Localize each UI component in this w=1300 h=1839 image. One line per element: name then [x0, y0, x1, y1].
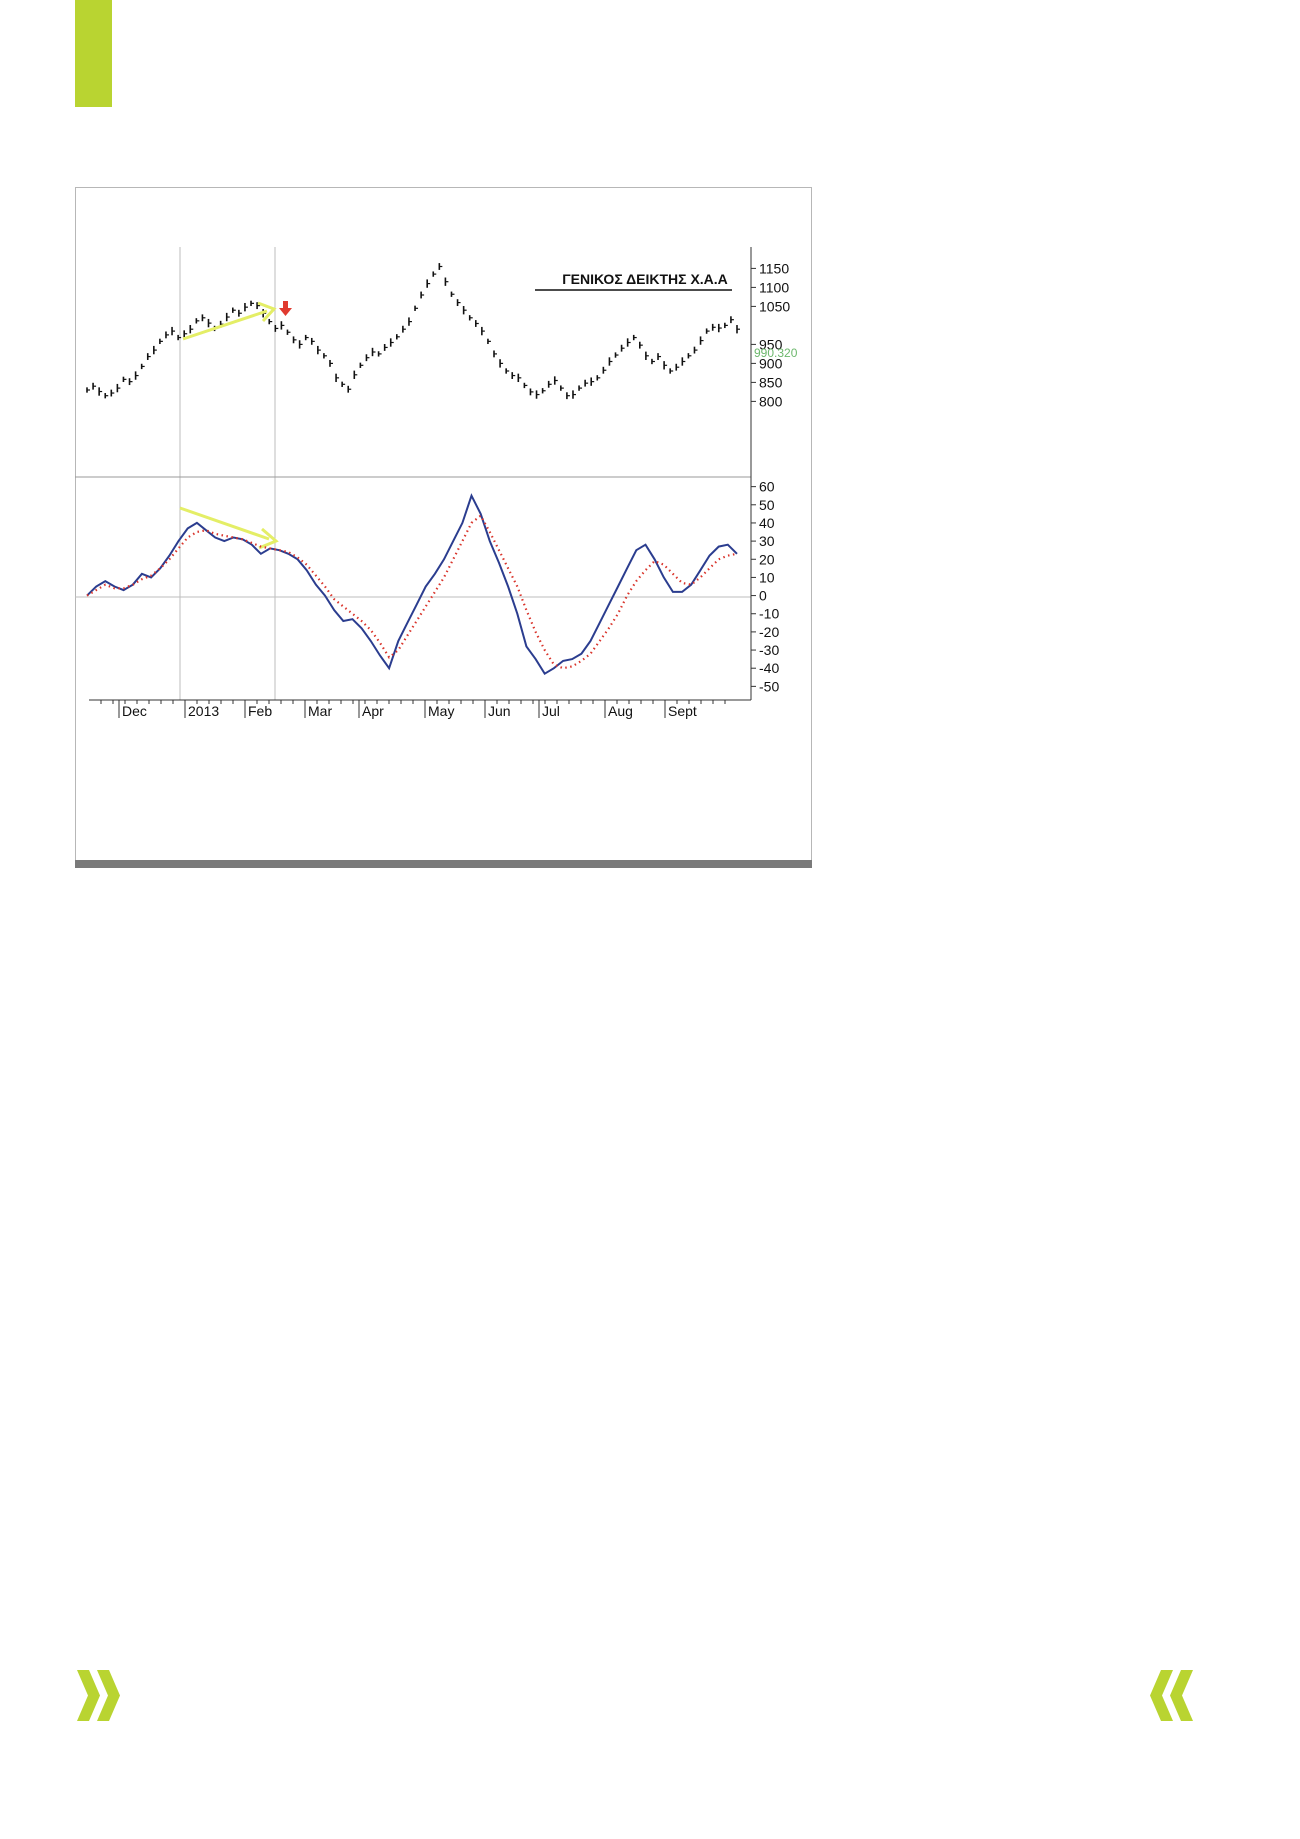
x-tick-label: Jul [542, 703, 560, 719]
price-y-ticks: 1150 1100 1050 950 900 850 800 [751, 260, 790, 409]
oscillator-y-tick-label: 60 [759, 479, 775, 495]
oscillator-y-tick-label: 20 [759, 551, 775, 567]
oscillator-y-tick-label: -30 [759, 642, 779, 658]
oscillator-line [86, 493, 738, 676]
oscillator-trend-arrow [179, 506, 279, 550]
x-tick-label: Apr [362, 703, 384, 719]
oscillator-y-tick-label: 40 [759, 515, 775, 531]
price-y-tick-label: 1150 [759, 260, 789, 276]
x-tick-label: Feb [248, 703, 272, 719]
price-y-tick-label: 850 [759, 374, 783, 390]
chart-frame [75, 187, 812, 868]
oscillator-y-tick-label: -20 [759, 624, 779, 640]
oscillator-y-tick-label: 30 [759, 533, 775, 549]
x-ticks: Dec 2013 Feb Mar Apr May Jun Jul Aug Sept [100, 700, 726, 719]
price-y-tick-label: 900 [759, 355, 783, 371]
x-tick-label: Aug [608, 703, 633, 719]
x-tick-label: May [428, 703, 454, 719]
accent-bar [75, 0, 112, 107]
oscillator-y-tick-label: -10 [759, 606, 779, 622]
down-arrow-icon [279, 301, 292, 316]
x-tick-label: Sept [668, 703, 697, 719]
oscillator-y-tick-label: -40 [759, 660, 779, 676]
price-y-tick-label: 1100 [759, 279, 789, 295]
price-y-tick-label: 1050 [759, 298, 790, 314]
oscillator-y-tick-label: 50 [759, 497, 775, 513]
x-tick-label: Jun [488, 703, 511, 719]
chart-bottom-bar [75, 860, 812, 868]
oscillator-y-tick-label: 0 [759, 588, 767, 604]
price-trend-arrow [182, 301, 277, 341]
price-bars [86, 263, 740, 400]
oscillator-lines [86, 493, 738, 676]
price-y-tick-label: 800 [759, 393, 783, 409]
oscillator-y-ticks: 60 50 40 30 20 10 0 -10 -20 -30 -40 -50 [751, 479, 779, 694]
x-tick-label: 2013 [188, 703, 219, 719]
oscillator-y-tick-label: 10 [759, 569, 775, 585]
signal-line [86, 514, 738, 670]
double-chevron-right-icon[interactable] [75, 1668, 125, 1723]
oscillator-y-tick-label: -50 [759, 678, 779, 694]
last-value-label: 990.320 [754, 346, 798, 360]
x-tick-label: Dec [122, 703, 147, 719]
double-chevron-left-icon[interactable] [1150, 1668, 1200, 1723]
price-y-tick-label: 950 [759, 336, 783, 352]
chart-title: ΓΕΝΙΚΟΣ ΔΕΙΚΤΗΣ Χ.Α.Α [562, 271, 728, 287]
x-tick-label: Mar [308, 703, 332, 719]
